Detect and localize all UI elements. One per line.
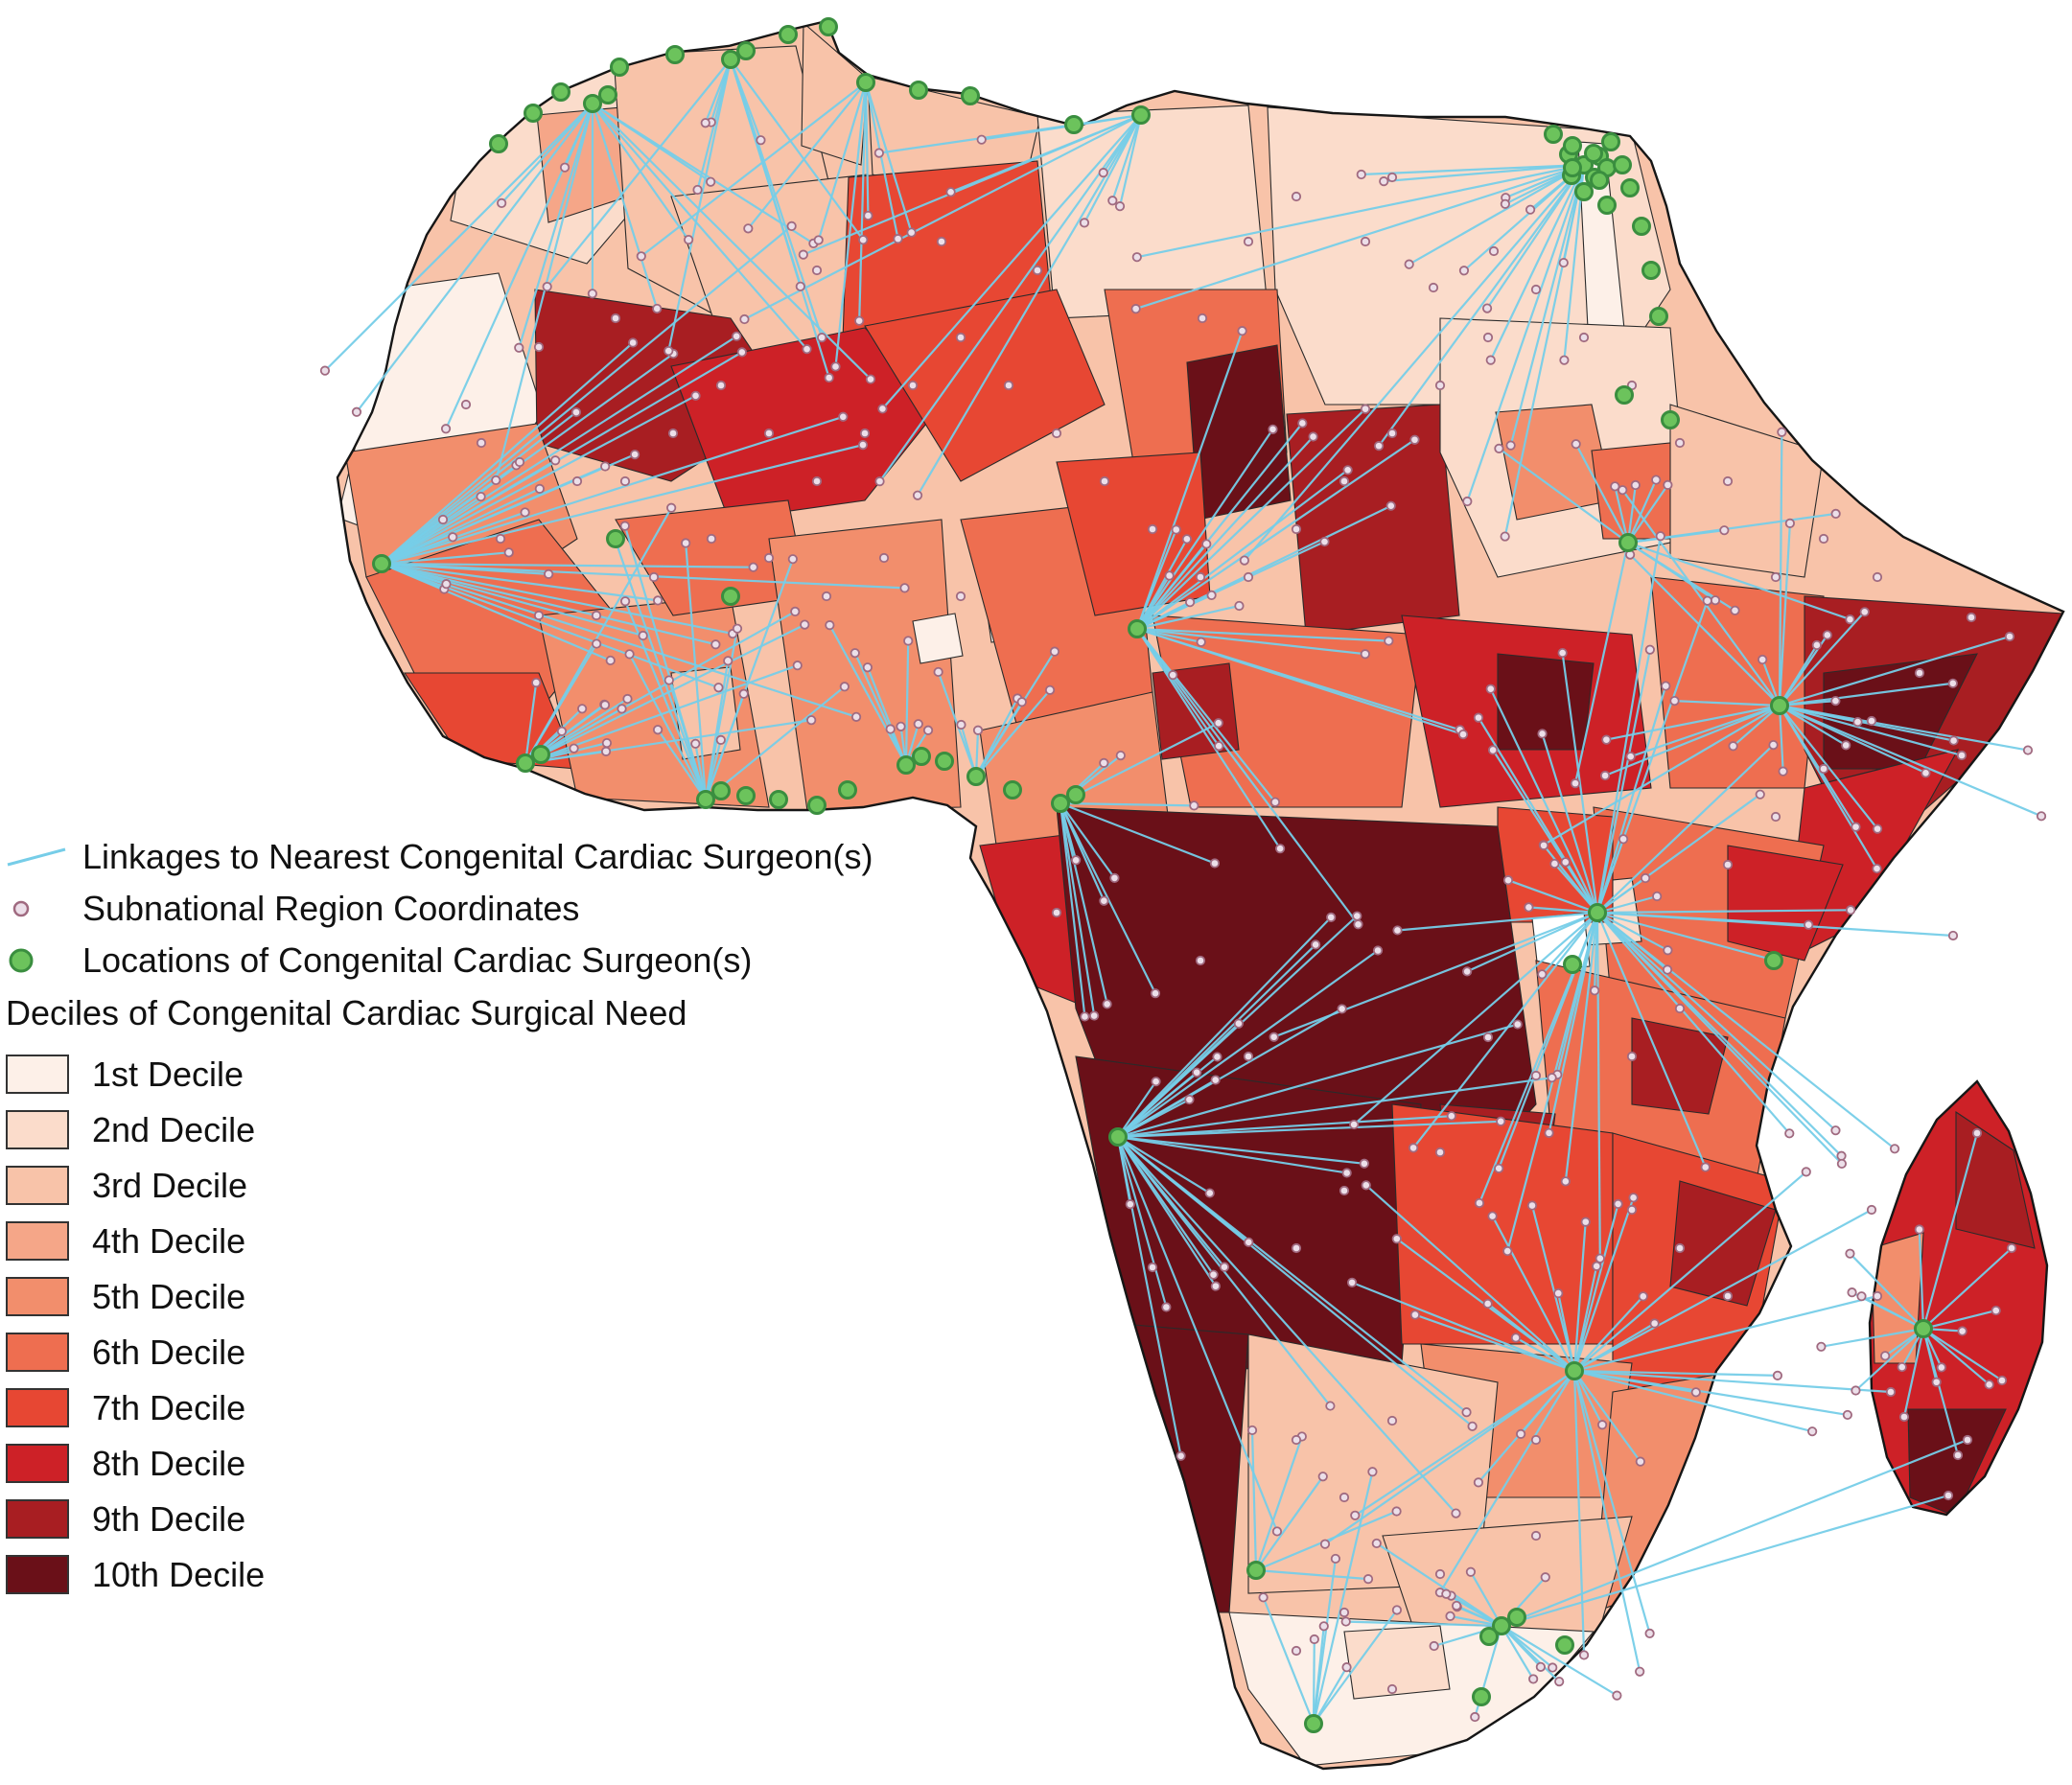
decile-swatch	[6, 1166, 69, 1205]
decile-label: 4th Decile	[92, 1220, 246, 1261]
legend-decile-10: 10th Decile	[6, 1555, 873, 1594]
decile-label: 2nd Decile	[92, 1109, 256, 1149]
legend-decile-7: 7th Decile	[6, 1388, 873, 1427]
decile-label: 9th Decile	[92, 1498, 246, 1539]
decile-label: 7th Decile	[92, 1387, 246, 1427]
decile-swatch	[6, 1110, 69, 1149]
decile-swatch	[6, 1333, 69, 1372]
legend-linkages-row: Linkages to Nearest Congenital Cardiac S…	[6, 836, 873, 878]
legend-decile-9: 9th Decile	[6, 1499, 873, 1539]
decile-label: 1st Decile	[92, 1054, 244, 1094]
legend-surgeons-row: Locations of Congenital Cardiac Surgeon(…	[6, 939, 873, 982]
decile-label: 8th Decile	[92, 1443, 246, 1483]
linkage-lines	[324, 58, 2042, 1725]
decile-label: 5th Decile	[92, 1276, 246, 1316]
decile-swatch	[6, 1388, 69, 1427]
legend: Linkages to Nearest Congenital Cardiac S…	[6, 836, 873, 1611]
legend-decile-2: 2nd Decile	[6, 1110, 873, 1149]
decile-swatch	[6, 1277, 69, 1316]
legend-decile-5: 5th Decile	[6, 1277, 873, 1316]
surgeon-dots	[372, 17, 1933, 1733]
linkages-label: Linkages to Nearest Congenital Cardiac S…	[82, 837, 873, 876]
legend-decile-8: 8th Decile	[6, 1444, 873, 1483]
decile-swatch	[6, 1444, 69, 1483]
legend-decile-4: 4th Decile	[6, 1221, 873, 1261]
coordinate-dot-icon	[6, 893, 82, 924]
coordinates-label: Subnational Region Coordinates	[82, 889, 580, 928]
surgeon-dot-icon	[6, 944, 82, 977]
decile-swatch	[6, 1499, 69, 1539]
legend-decile-1: 1st Decile	[6, 1055, 873, 1094]
decile-swatch	[6, 1221, 69, 1261]
linkage-line-sample	[6, 842, 82, 872]
decile-label: 3rd Decile	[92, 1165, 248, 1205]
legend-decile-3: 3rd Decile	[6, 1166, 873, 1205]
decile-legend-rows: 1st Decile 2nd Decile 3rd Decile 4th Decile…	[6, 1055, 873, 1594]
legend-coordinates-row: Subnational Region Coordinates	[6, 888, 873, 930]
decile-label: 10th Decile	[92, 1554, 266, 1594]
legend-decile-6: 6th Decile	[6, 1333, 873, 1372]
deciles-title: Deciles of Congenital Cardiac Surgical N…	[6, 993, 687, 1032]
decile-swatch	[6, 1555, 69, 1594]
decile-label: 6th Decile	[92, 1332, 246, 1372]
decile-swatch	[6, 1055, 69, 1094]
region-dots	[319, 117, 2047, 1723]
surgeons-label: Locations of Congenital Cardiac Surgeon(…	[82, 940, 753, 980]
